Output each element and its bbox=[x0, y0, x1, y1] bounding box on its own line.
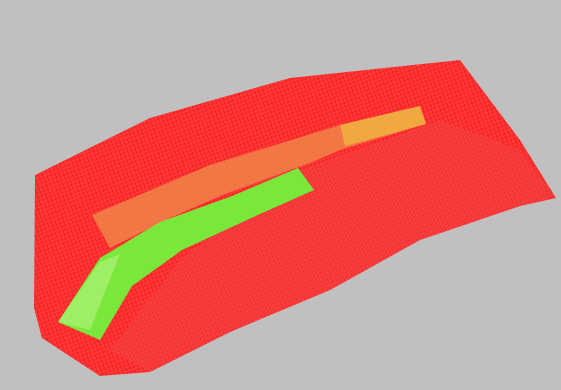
page bbox=[0, 0, 561, 390]
render-view bbox=[0, 0, 561, 390]
